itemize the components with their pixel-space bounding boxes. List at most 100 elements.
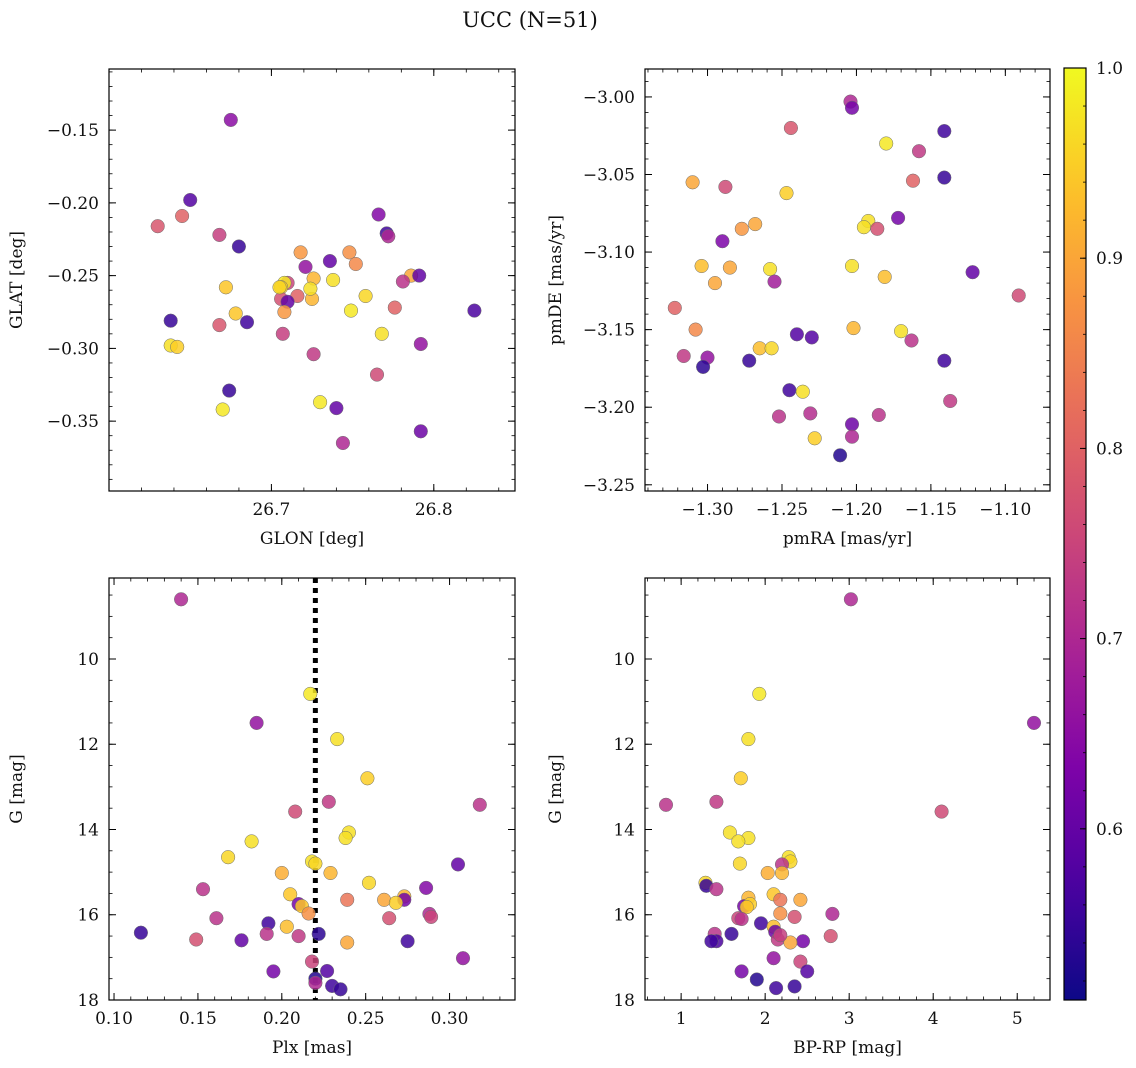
data-point — [905, 173, 921, 188]
x-tick-label: 4 — [928, 1009, 939, 1029]
data-point — [374, 326, 389, 341]
x-axis-label: BP-RP [mag] — [793, 1038, 902, 1058]
data-point — [825, 906, 840, 921]
panel-plx-g: 0.10 0.15 0.20 0.25 0.30 10 12 14 16 18 Plx [mas] G… — [7, 577, 516, 1058]
x-axis-label: pmRA [mas/yr] — [783, 529, 912, 549]
data-point — [804, 330, 819, 345]
data-point — [377, 892, 392, 907]
y-tick-label: −3.10 — [583, 243, 635, 263]
data-point — [338, 830, 353, 846]
data-point — [301, 906, 316, 921]
data-point — [767, 274, 782, 289]
data-point — [789, 327, 804, 342]
y-tick-label: 14 — [613, 820, 635, 840]
plot-area — [133, 578, 487, 1000]
y-tick-label: 16 — [613, 906, 635, 926]
y-tick-label: −0.15 — [47, 121, 99, 141]
data-point — [133, 925, 148, 940]
y-axis-label: GLAT [deg] — [7, 231, 27, 329]
x-tick-label: 5 — [1012, 1009, 1023, 1029]
figure-title: UCC (N=51) — [462, 8, 598, 32]
data-point — [965, 265, 980, 280]
data-point — [266, 964, 281, 979]
data-point — [734, 911, 749, 927]
data-point — [218, 280, 233, 295]
data-point — [222, 383, 237, 398]
y-tick-label: −3.20 — [583, 398, 635, 418]
data-point — [707, 276, 723, 291]
data-point — [304, 954, 320, 969]
y-tick-label: −3.15 — [583, 321, 635, 341]
data-point — [844, 258, 860, 274]
y-tick-label: −0.35 — [47, 412, 99, 432]
data-point — [783, 120, 798, 136]
colorbar: 0.6 0.7 0.8 0.9 1.0 — [1063, 59, 1123, 1001]
y-tick-label: 16 — [77, 906, 99, 926]
data-point — [879, 136, 894, 151]
data-point — [189, 932, 204, 947]
data-point — [272, 280, 287, 295]
data-point — [891, 210, 906, 225]
plot-area — [658, 592, 1042, 996]
x-tick-label: 0.25 — [347, 1009, 385, 1029]
data-point — [288, 804, 303, 819]
y-tick-label: −0.25 — [47, 267, 99, 287]
data-point — [387, 300, 402, 315]
data-point — [844, 417, 860, 432]
y-tick-label: −0.20 — [47, 194, 99, 214]
x-tick-label: −1.30 — [681, 500, 733, 520]
y-tick-label: 12 — [613, 735, 635, 755]
axes-frame — [108, 577, 516, 1001]
x-tick-label: 26.8 — [415, 500, 453, 520]
data-point — [163, 313, 178, 328]
data-point — [782, 383, 797, 398]
data-point — [320, 963, 335, 979]
colorbar-tick-label: 0.9 — [1096, 249, 1123, 269]
data-point — [195, 882, 211, 897]
colorbar-tick-label: 0.7 — [1096, 630, 1123, 650]
data-point — [360, 771, 375, 786]
panels: 26.7 26.8 −0.15 −0.20 −0.25 −0.30 −0.35 GLON [d… — [7, 68, 1051, 1058]
plot-area — [667, 94, 1026, 463]
data-point — [773, 906, 788, 921]
y-tick-label: −0.30 — [47, 339, 99, 359]
x-axis-label: GLON [deg] — [260, 529, 364, 549]
data-point — [739, 900, 754, 915]
data-point — [843, 592, 858, 607]
data-point — [400, 934, 415, 949]
data-point — [382, 911, 397, 926]
data-point — [752, 686, 767, 701]
data-point — [212, 227, 227, 242]
data-point — [303, 281, 318, 296]
data-point — [371, 207, 386, 222]
data-point — [413, 336, 428, 352]
data-point — [342, 245, 357, 260]
data-point — [911, 144, 927, 159]
data-point — [937, 170, 952, 185]
data-point — [769, 981, 784, 996]
data-point — [667, 300, 682, 315]
colorbar-gradient — [1063, 67, 1087, 1001]
data-point — [313, 395, 328, 410]
data-point — [795, 384, 810, 399]
data-point — [742, 353, 757, 368]
data-point — [333, 982, 348, 997]
axes-frame — [644, 577, 1051, 1001]
x-tick-label: −1.10 — [979, 500, 1031, 520]
data-point — [1026, 715, 1042, 730]
y-tick-label: −3.25 — [583, 476, 635, 496]
data-point — [231, 239, 246, 254]
data-point — [760, 865, 775, 881]
data-point — [330, 732, 345, 747]
data-point — [239, 315, 255, 330]
plot-area — [150, 112, 482, 451]
y-tick-label: 18 — [613, 991, 635, 1011]
data-point — [472, 797, 487, 812]
data-point — [322, 254, 337, 269]
data-point — [249, 715, 264, 730]
data-point — [329, 401, 344, 416]
x-tick-label: 1 — [676, 1009, 687, 1029]
data-point — [709, 882, 724, 897]
data-point — [323, 865, 338, 881]
